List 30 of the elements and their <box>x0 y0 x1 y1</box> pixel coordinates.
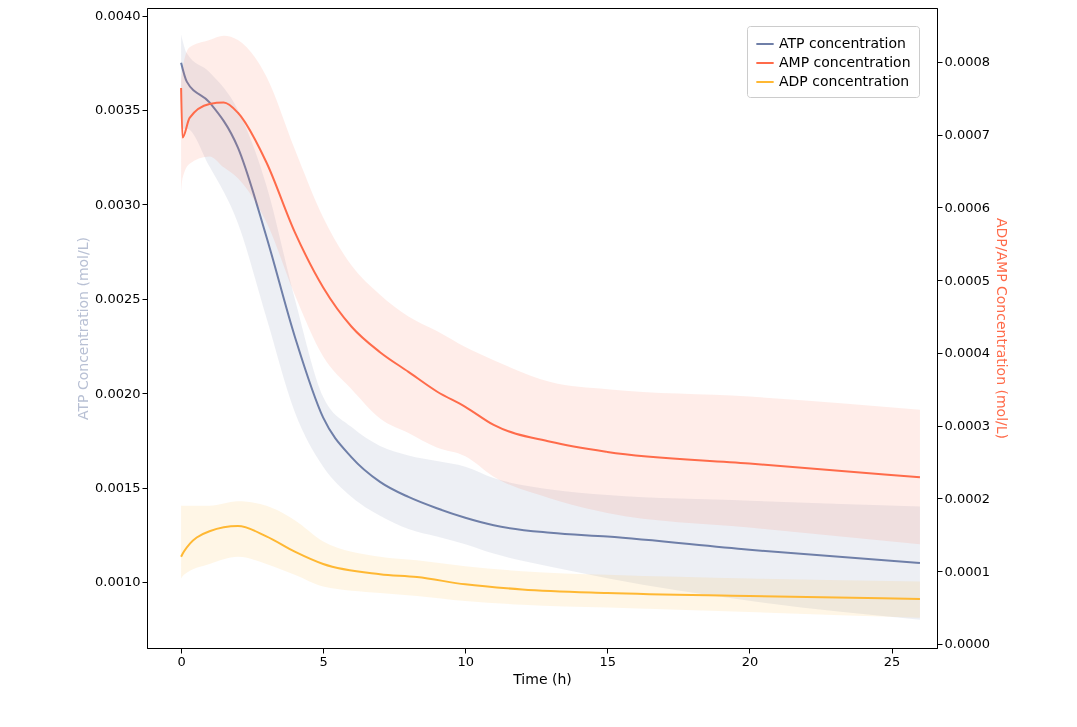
line-series <box>180 525 921 600</box>
line-series <box>180 87 921 479</box>
y2-tick-label: 0.0005 <box>944 272 990 288</box>
y2-tick-label: 0.0006 <box>944 199 990 215</box>
x-tick-label: 25 <box>883 653 901 669</box>
x-tick-label: 10 <box>457 653 475 669</box>
legend-label: ATP concentration <box>779 35 906 51</box>
y-tick-label: 0.0010 <box>95 574 141 590</box>
y2-tick-label: 0.0004 <box>944 345 990 361</box>
y2-tick-label: 0.0002 <box>944 490 990 506</box>
y-tick-label: 0.0015 <box>95 480 141 496</box>
legend-label: ADP concentration <box>779 73 910 89</box>
y2-axis-title: ADP/AMP Concentration (mol/L) <box>993 217 1010 440</box>
y2-tick-label: 0.0000 <box>944 636 990 652</box>
y2-tick-label: 0.0001 <box>944 563 990 579</box>
legend-label: AMP concentration <box>779 54 911 70</box>
x-tick-label: 15 <box>599 653 617 669</box>
y2-tick-label: 0.0003 <box>944 418 990 434</box>
x-tick-label: 20 <box>741 653 759 669</box>
y-tick-label: 0.0040 <box>95 8 141 24</box>
y-tick-label: 0.0030 <box>95 196 141 212</box>
y-tick-label: 0.0025 <box>95 291 141 307</box>
y-tick-label: 0.0020 <box>95 385 141 401</box>
x-tick-label: 5 <box>319 653 328 669</box>
y2-tick-label: 0.0007 <box>944 127 990 143</box>
x-tick-label: 0 <box>177 653 186 669</box>
x-axis-title: Time (h) <box>512 670 572 687</box>
y2-tick-label: 0.0008 <box>944 54 990 70</box>
y-tick-label: 0.0035 <box>95 102 141 118</box>
y-axis-title: ATP Concentration (mol/L) <box>75 237 92 420</box>
